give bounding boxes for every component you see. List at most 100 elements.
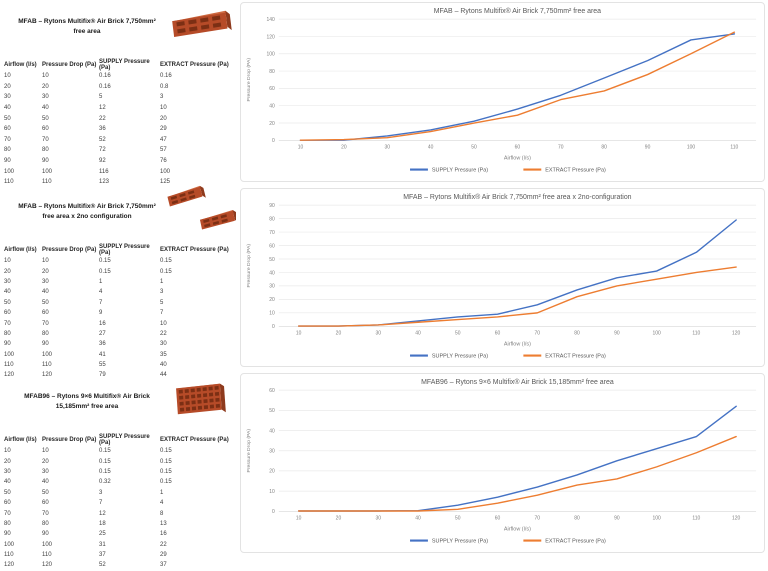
table-cell: 60 — [4, 310, 11, 317]
table-cell: 30 — [42, 94, 49, 101]
table-row: 50 50 3 1 — [4, 488, 232, 498]
x-tick-label: 110 — [692, 330, 700, 336]
table-cell: 0.8 — [160, 83, 169, 90]
x-tick-label: 100 — [687, 144, 695, 150]
table-cell: 20 — [42, 83, 49, 90]
y-axis-label: Pressure Drop (PA) — [246, 429, 252, 473]
line-chart: MFAB – Rytons Multifix® Air Brick 7,750m… — [246, 7, 757, 174]
table-cell: 36 — [99, 341, 106, 348]
y-tick-label: 10 — [269, 489, 275, 495]
column-header: EXTRACT Pressure (Pa) — [160, 437, 229, 443]
table-cell: 70 — [4, 510, 11, 517]
table-cell: 30 — [42, 278, 49, 285]
table-cell: 52 — [99, 562, 106, 569]
table-row: 60 60 9 7 — [4, 308, 232, 318]
series-line — [297, 436, 737, 513]
legend-label: EXTRACT Pressure (Pa) — [545, 353, 606, 359]
table-row: 100 100 116 100 — [4, 166, 232, 177]
table-cell: 3 — [160, 289, 164, 296]
table-cell: 120 — [4, 372, 15, 379]
table-cell: 4 — [160, 500, 164, 507]
table-cell: 22 — [160, 541, 167, 548]
y-tick-label: 90 — [269, 203, 275, 209]
x-tick-label: 40 — [428, 144, 434, 150]
y-tick-label: 120 — [267, 34, 275, 40]
table-row: 100 100 31 22 — [4, 540, 232, 550]
table-cell: 0.15 — [160, 479, 172, 486]
table-cell: 110 — [42, 552, 52, 559]
x-tick-label: 10 — [298, 144, 304, 150]
table-cell: 92 — [99, 158, 106, 165]
table-row: 100 100 41 35 — [4, 350, 232, 360]
table-cell: 100 — [4, 541, 15, 548]
table-cell: 110 — [42, 362, 52, 369]
x-tick-label: 50 — [471, 144, 477, 150]
x-tick-label: 120 — [732, 330, 740, 336]
table-cell: 0.15 — [160, 268, 172, 275]
table-cell: 50 — [42, 115, 49, 122]
table-cell: 1 — [99, 278, 103, 285]
table-row: 110 110 37 29 — [4, 550, 232, 560]
table-cell: 0.15 — [160, 458, 172, 465]
table-cell: 57 — [160, 147, 167, 154]
table-cell: 80 — [4, 147, 11, 154]
table-cell: 22 — [160, 330, 167, 337]
column-header: Pressure Drop (Pa) — [42, 437, 97, 443]
legend-label: SUPPLY Pressure (Pa) — [432, 539, 488, 545]
table-cell: 110 — [4, 552, 14, 559]
section-title: MFAB96 – Rytons 9×6 Multifix® Air Brick … — [24, 393, 150, 411]
table-row: 30 30 5 3 — [4, 92, 232, 103]
table-cell: 120 — [42, 372, 53, 379]
table-cell: 1 — [160, 278, 164, 285]
x-tick-label: 110 — [730, 144, 738, 150]
column-header: Pressure Drop (Pa) — [42, 62, 97, 68]
table-cell: 29 — [160, 552, 167, 559]
section-title: MFAB – Rytons Multifix® Air Brick 7,750m… — [18, 18, 156, 36]
table-header-row: Airflow (l/s) Pressure Drop (Pa) SUPPLY Pr… — [4, 244, 232, 256]
x-tick-label: 100 — [652, 330, 660, 336]
legend-label: SUPPLY Pressure (Pa) — [432, 353, 488, 359]
x-tick-label: 20 — [341, 144, 347, 150]
y-tick-label: 40 — [269, 429, 275, 435]
table-cell: 20 — [4, 268, 11, 275]
x-tick-label: 120 — [732, 516, 740, 522]
y-tick-label: 80 — [269, 216, 275, 222]
y-tick-label: 50 — [269, 408, 275, 414]
chart-panel-mfab-2no: MFAB – Rytons Multifix® Air Brick 7,750m… — [240, 187, 765, 368]
table-cell: 25 — [99, 531, 106, 538]
table-cell: 100 — [4, 168, 15, 175]
table-cell: 4 — [99, 289, 103, 296]
table-row: 20 20 0.15 0.15 — [4, 266, 232, 276]
x-tick-label: 60 — [495, 516, 501, 522]
table-cell: 60 — [42, 126, 49, 133]
table-cell: 0.16 — [99, 83, 111, 90]
y-axis-label: Pressure Drop (PA) — [246, 58, 252, 102]
series-line — [297, 405, 737, 513]
table-row: 20 20 0.15 0.15 — [4, 456, 232, 466]
x-tick-label: 80 — [574, 516, 580, 522]
x-tick-label: 80 — [574, 330, 580, 336]
table-cell: 20 — [4, 83, 11, 90]
table-cell: 10 — [42, 448, 49, 455]
legend-label: EXTRACT Pressure (Pa) — [545, 168, 606, 174]
chart-title: MFAB – Rytons Multifix® Air Brick 7,750m… — [403, 193, 631, 201]
table-cell: 40 — [160, 362, 167, 369]
table-cell: 0.15 — [99, 258, 111, 265]
table-cell: 70 — [42, 320, 49, 327]
table-row: 30 30 0.15 0.15 — [4, 467, 232, 477]
table-cell: 80 — [4, 520, 11, 527]
table-cell: 5 — [99, 94, 103, 101]
table-cell: 100 — [42, 351, 53, 358]
data-table: Airflow (l/s) Pressure Drop (Pa) SUPPLY Pr… — [4, 59, 232, 188]
x-tick-label: 10 — [296, 330, 302, 336]
table-cell: 0.15 — [99, 448, 111, 455]
line-chart: MFAB96 – Rytons 9×6 Multifix® Air Brick … — [246, 378, 757, 545]
x-axis-label: Airflow (l/s) — [504, 527, 531, 533]
table-cell: 0.15 — [99, 468, 111, 475]
table-cell: 70 — [42, 510, 49, 517]
column-header: Airflow (l/s) — [4, 437, 37, 443]
table-cell: 27 — [99, 330, 106, 337]
x-tick-label: 50 — [455, 516, 461, 522]
table-cell: 120 — [42, 562, 53, 569]
legend-label: EXTRACT Pressure (Pa) — [545, 539, 606, 545]
